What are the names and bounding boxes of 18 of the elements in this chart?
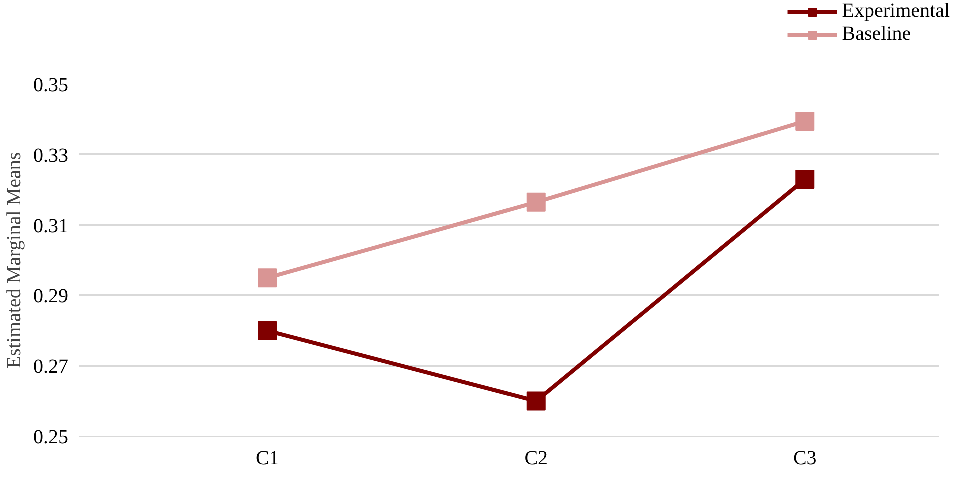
point <box>796 170 815 190</box>
y-tick-label: 0.35 <box>34 74 68 96</box>
x-tick-label: C1 <box>256 448 280 470</box>
point <box>526 192 546 212</box>
point <box>526 392 546 411</box>
y-tick-label: 0.29 <box>34 286 68 308</box>
point <box>796 112 815 131</box>
y-tick-label: 0.31 <box>34 215 68 238</box>
y-tick-label: 0.33 <box>34 144 68 167</box>
x-tick-label: C2 <box>524 448 548 470</box>
y-tick-label: 0.27 <box>34 356 68 378</box>
legend-label: Experimental <box>842 0 950 23</box>
y-tick-label: 0.25 <box>34 426 68 448</box>
x-tick-label: C3 <box>793 448 817 470</box>
y-axis-title: Estimated Marginal Means <box>4 152 26 369</box>
point <box>258 268 278 288</box>
legend-label: Baseline <box>842 23 912 46</box>
point <box>258 321 278 340</box>
